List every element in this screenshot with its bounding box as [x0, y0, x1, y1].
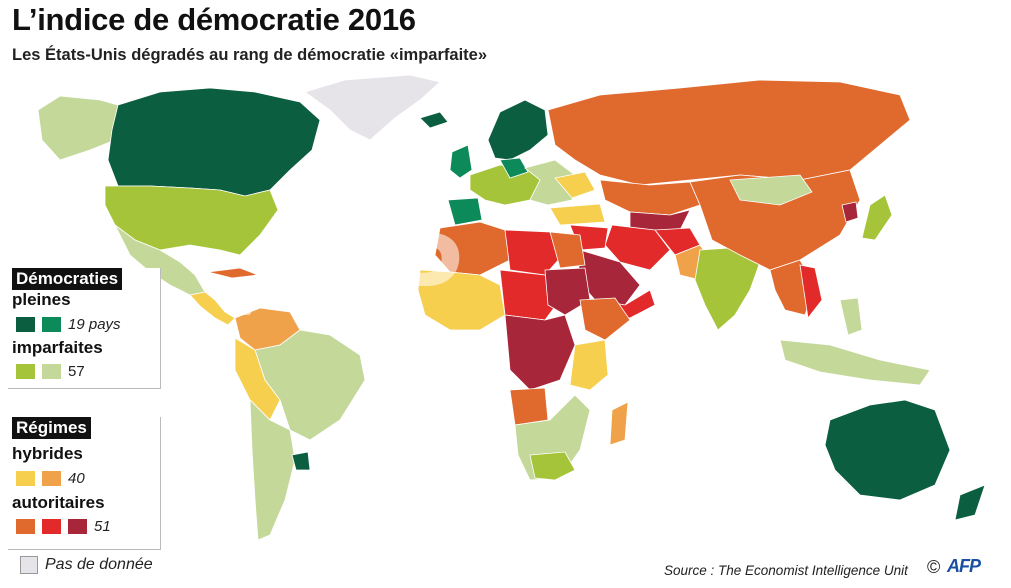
- region-russia: [547, 79, 911, 186]
- legend-no-data-label: Pas de donnée: [45, 556, 153, 573]
- legend-autoritaires-label: autoritaires: [12, 493, 105, 512]
- world-map: [37, 74, 986, 541]
- region-australia: [824, 399, 951, 501]
- region-ukraine: [554, 171, 596, 199]
- region-iceland: [419, 111, 449, 129]
- region-north-africa-east: [504, 229, 561, 276]
- legend-hybrides-label: hybrides: [12, 444, 83, 463]
- legend-imparfaites-count: 57: [68, 363, 85, 380]
- legend-imparfaites-label: imparfaites: [12, 338, 103, 357]
- region-indonesia-malaysia: [779, 339, 931, 386]
- region-central-africa: [504, 314, 576, 391]
- region-east-africa: [569, 339, 609, 391]
- region-argentina-chile: [249, 398, 296, 541]
- region-alaska: [37, 95, 119, 161]
- source-credit: Source : The Economist Intelligence Unit: [664, 563, 908, 578]
- swatch-pleine-light: [42, 317, 61, 332]
- afp-logo: AFP: [947, 556, 981, 576]
- region-south-africa: [529, 451, 576, 481]
- region-central-america: [189, 291, 236, 326]
- region-turkey: [549, 203, 606, 226]
- legend-regimes: Régimes hybrides 40 autoritaires 51: [8, 417, 161, 550]
- legend-autoritaires-count: 51: [94, 518, 111, 535]
- region-egypt: [549, 231, 586, 269]
- region-eastern-europe: [524, 159, 576, 206]
- region-mongolia: [729, 174, 813, 206]
- map-title: L’indice de démocratie 2016: [12, 2, 416, 37]
- region-cuba: [207, 267, 259, 279]
- region-central-asia: [599, 179, 701, 216]
- region-north-africa-west: [434, 221, 511, 276]
- swatch-no-data: [20, 556, 38, 574]
- region-canada: [107, 87, 321, 197]
- region-scandinavia: [487, 99, 549, 161]
- region-vietnam-laos: [799, 264, 823, 319]
- region-new-zealand: [954, 484, 986, 521]
- swatch-pleine-dark: [16, 317, 35, 332]
- swatch-autoritaire-orange: [16, 519, 35, 534]
- swatch-hybride-dark: [42, 471, 61, 486]
- swatch-autoritaire-dark: [68, 519, 87, 534]
- region-uruguay: [291, 451, 311, 471]
- legend-pleines-count: 19 pays: [68, 316, 121, 333]
- legend-democraties-header: Démocraties: [12, 268, 123, 290]
- region-angola: [509, 387, 549, 426]
- region-north-korea: [841, 201, 859, 223]
- region-greenland: [304, 74, 441, 141]
- region-uk-ireland: [449, 144, 473, 179]
- legend-pleines-label: pleines: [12, 290, 71, 309]
- swatch-imparfaite-dark: [16, 364, 35, 379]
- region-philippines: [839, 297, 863, 336]
- region-madagascar: [609, 401, 629, 446]
- swatch-imparfaite-light: [42, 364, 61, 379]
- legend-regimes-header: Régimes: [12, 417, 91, 439]
- swatch-autoritaire-red: [42, 519, 61, 534]
- region-sahel: [499, 269, 561, 321]
- region-ethiopia-horn: [579, 297, 631, 341]
- copyright-icon: ©: [927, 557, 941, 577]
- region-west-africa: [417, 269, 506, 331]
- region-germany: [499, 157, 529, 179]
- legend-democraties: Démocraties pleines 19 pays imparfaites …: [8, 268, 161, 389]
- map-subtitle: Les États-Unis dégradés au rang de démoc…: [12, 46, 487, 64]
- legend-hybrides-count: 40: [68, 470, 85, 487]
- region-japan: [861, 194, 893, 241]
- swatch-hybride-light: [16, 471, 35, 486]
- region-iberia: [447, 197, 483, 226]
- region-sudan: [544, 267, 591, 316]
- region-peru-bolivia: [234, 337, 281, 421]
